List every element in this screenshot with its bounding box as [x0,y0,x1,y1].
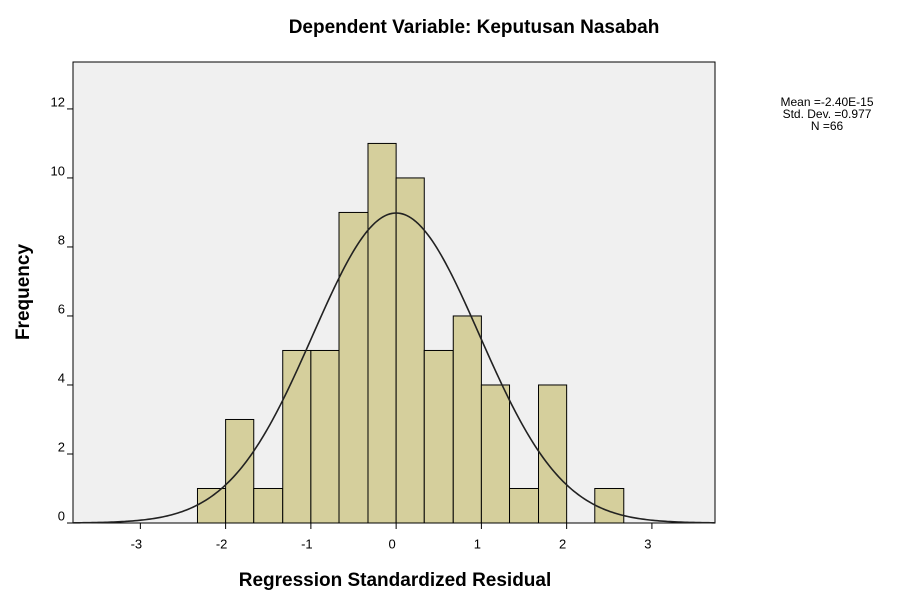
bar [452,315,482,524]
bar [367,142,397,524]
chart-title: Dependent Variable: Keputusan Nasabah [289,17,660,38]
bar [310,349,340,524]
x-tick-label: -3 [131,536,143,551]
y-tick-label: 4 [58,370,65,385]
bar [395,177,425,524]
stats-label: Std. Dev. =0.977 [783,107,872,121]
x-tick-label: -1 [301,536,313,551]
bar [253,487,284,524]
bar [594,487,625,524]
y-tick-label: 8 [58,232,65,247]
bar [196,487,227,524]
bar [538,384,568,524]
bar [338,211,369,524]
stats-label: Mean =-2.40E-15 [780,95,873,109]
bar [480,384,511,524]
x-tick-label: 2 [559,536,566,551]
bar [423,349,454,524]
x-axis-label: Regression Standardized Residual [239,570,552,591]
y-tick-label: 0 [58,508,65,523]
normal-curve [72,212,716,524]
bar [225,418,255,524]
bar [282,349,312,524]
y-tick-label: 10 [51,163,65,178]
x-tick-label: 0 [389,536,396,551]
stats-label: N =66 [811,119,844,133]
y-tick-label: 12 [51,94,65,109]
y-axis-label: Frequency [13,244,34,341]
y-tick-label: 2 [58,439,65,454]
bar [509,487,540,524]
x-tick-label: 3 [644,536,651,551]
x-tick-label: 1 [474,536,481,551]
y-tick-label: 6 [58,301,65,316]
x-tick-label: -2 [216,536,228,551]
